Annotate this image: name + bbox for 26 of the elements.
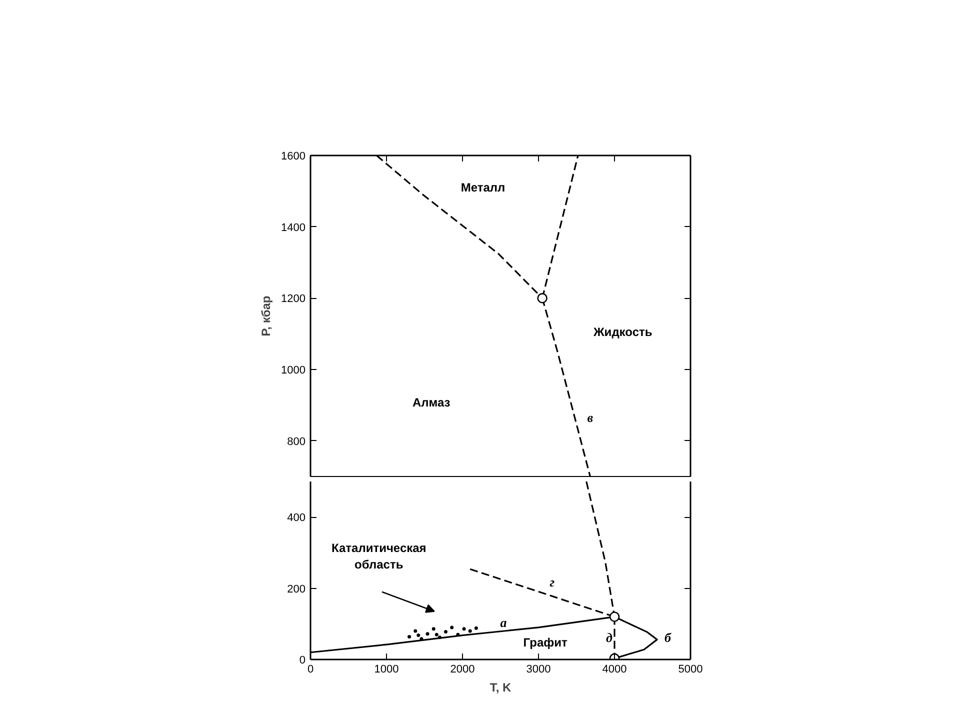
- annotation: в: [587, 410, 594, 425]
- y-tick-label: 800: [287, 436, 306, 448]
- x-tick-label: 4000: [602, 664, 627, 676]
- x-tick-label: 3000: [526, 664, 551, 676]
- x-tick-label: 5000: [678, 664, 703, 676]
- annotation: Металл: [460, 180, 506, 195]
- annotation: а: [500, 614, 508, 630]
- y-tick-label: 1600: [281, 150, 306, 162]
- x-axis-title: T, K: [490, 680, 512, 694]
- y-axis-title: P, кбар: [259, 296, 274, 336]
- annotation: д: [606, 630, 613, 645]
- annotation: Графит: [523, 635, 568, 650]
- x-tick-label: 2000: [450, 664, 475, 676]
- y-tick-label: 1000: [281, 364, 306, 376]
- x-tick-label: 1000: [374, 664, 399, 676]
- y-tick-label: 0: [299, 654, 306, 666]
- annotation: г: [550, 574, 555, 590]
- annotation: Алмаз: [412, 395, 450, 410]
- x-tick-label: 0: [307, 664, 314, 676]
- annotation: б: [664, 630, 672, 645]
- y-tick-label: 200: [287, 583, 306, 596]
- annotation: Каталитическая область: [332, 540, 426, 572]
- y-tick-label: 400: [287, 512, 306, 524]
- annotation: Жидкость: [592, 325, 652, 340]
- y-tick-label: 1400: [281, 222, 306, 234]
- y-tick-label: 1200: [281, 293, 306, 306]
